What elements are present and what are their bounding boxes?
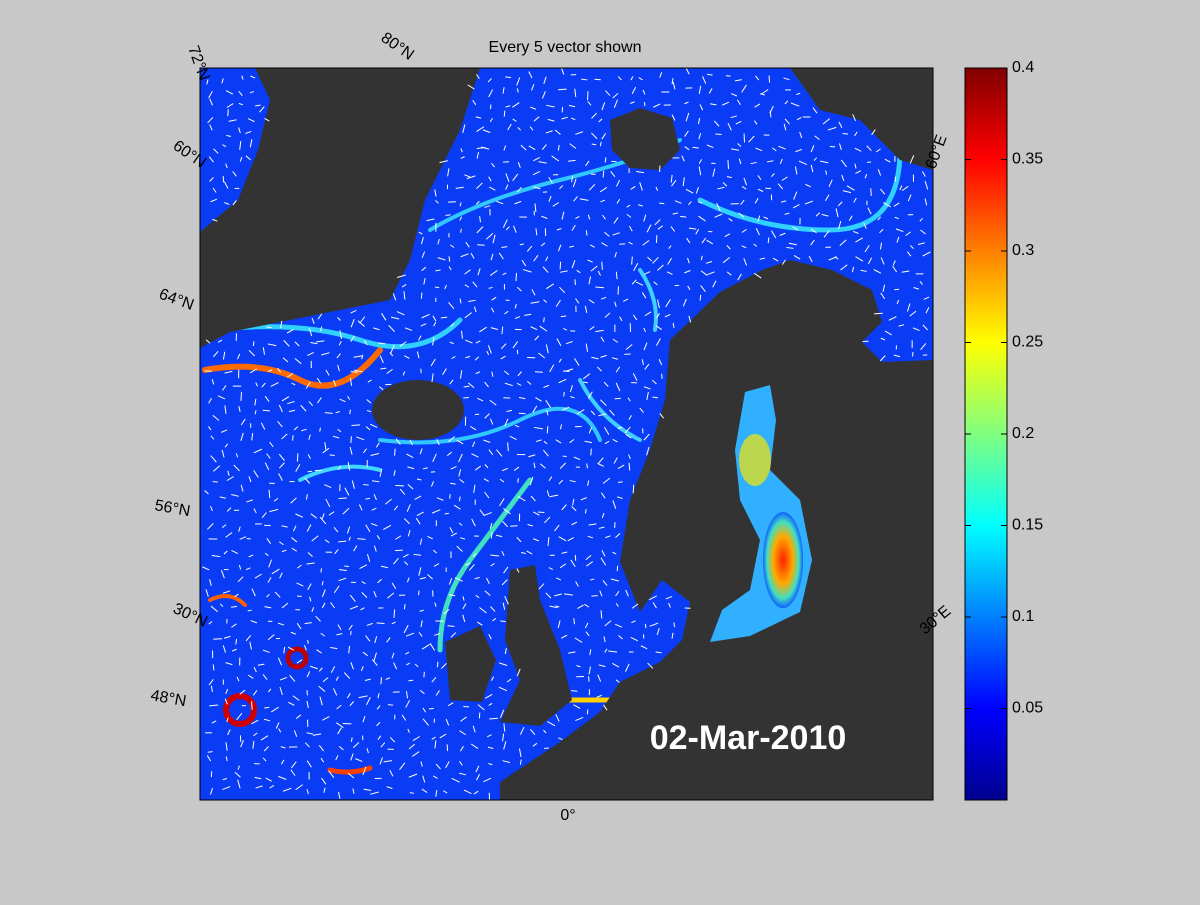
vector-arrow [595,287,604,288]
vector-arrow [728,160,729,169]
vector-arrow [264,707,269,708]
vector-arrow [241,392,242,401]
colorbar-tick-label: 0.35 [1012,151,1043,168]
vector-arrow [308,471,313,472]
vector-arrow [561,316,566,317]
vector-arrow [410,793,414,794]
vector-arrow [321,568,322,572]
graticule-label: 0° [560,807,575,824]
vector-arrow [330,455,335,456]
vector-arrow [674,622,675,627]
vector-arrow [450,494,451,498]
vector-arrow [510,526,518,527]
vector-arrow [516,273,517,281]
vector-arrow [352,425,361,426]
vector-arrow [429,708,434,709]
vector-arrow [504,111,505,117]
graticule-label: 64°N [157,286,196,314]
graticule-label: 56°N [153,497,191,520]
vector-arrow [252,701,253,710]
vector-arrow [700,295,701,301]
vector-arrow [615,398,621,399]
vector-arrow [842,133,848,134]
date-label: 02-Mar-2010 [650,719,847,757]
vector-arrow [213,664,214,670]
vector-arrow [680,216,686,217]
vector-arrow [874,313,883,314]
vector-arrow [351,372,358,373]
vector-arrow [351,436,352,443]
vector-arrow [558,89,566,90]
vector-arrow [448,626,455,627]
vector-arrow [583,382,587,383]
vector-arrow [871,188,872,196]
baltic-current [763,512,803,608]
vector-arrow [768,237,769,243]
vector-arrow [602,262,603,270]
vector-arrow [544,317,545,322]
vector-arrow [770,111,771,117]
map [200,66,933,800]
vector-arrow [659,203,664,204]
vector-arrow [308,640,309,644]
vector-arrow [297,596,302,597]
title: Every 5 vector shown [489,39,642,56]
graticule-label: 80°N [378,29,417,63]
vector-arrow [350,410,351,414]
vector-arrow [571,691,577,692]
vector-arrow [394,609,395,617]
colorbar-tick-label: 0.2 [1012,425,1034,442]
vector-arrow [253,341,254,346]
iceland [372,380,464,440]
vector-arrow [603,171,604,178]
vector-arrow [208,752,213,753]
vector-arrow [307,690,308,695]
colorbar-tick-label: 0.05 [1012,700,1043,717]
vector-arrow [547,426,548,433]
vector-arrow [477,245,484,246]
colorbar-tick-label: 0.4 [1012,59,1034,76]
vector-arrow [381,677,382,684]
graticule-label: 48°N [149,687,187,710]
vector-arrow [538,512,545,513]
vector-arrow [591,449,592,456]
vector-arrow [395,449,396,456]
vector-arrow [421,293,422,299]
vector-arrow [388,705,393,706]
vector-arrow [518,478,519,483]
vector-arrow [408,680,413,681]
vector-arrow [228,109,229,116]
vector-arrow [564,392,565,397]
vector-arrow [894,289,899,290]
colorbar-tick-label: 0.25 [1012,334,1043,351]
colorbar-tick-label: 0.3 [1012,242,1034,259]
colorbar-tick-label: 0.1 [1012,608,1034,625]
vector-arrow [461,229,462,233]
graticule-label: 72°N [184,44,212,83]
vector-arrow [505,77,511,78]
vector-arrow [269,490,270,498]
vector-arrow [645,624,646,628]
vector-arrow [338,498,346,499]
vector-arrow [605,157,606,162]
colorbar-tick-label: 0.15 [1012,517,1043,534]
vector-arrow [632,257,633,265]
bothnia-current [739,434,771,486]
vector-arrow [463,397,469,398]
vector-arrow [263,410,270,411]
vector-arrow [726,76,731,77]
vector-arrow [629,463,630,471]
vector-arrow [574,618,575,624]
colorbar [965,68,1007,800]
